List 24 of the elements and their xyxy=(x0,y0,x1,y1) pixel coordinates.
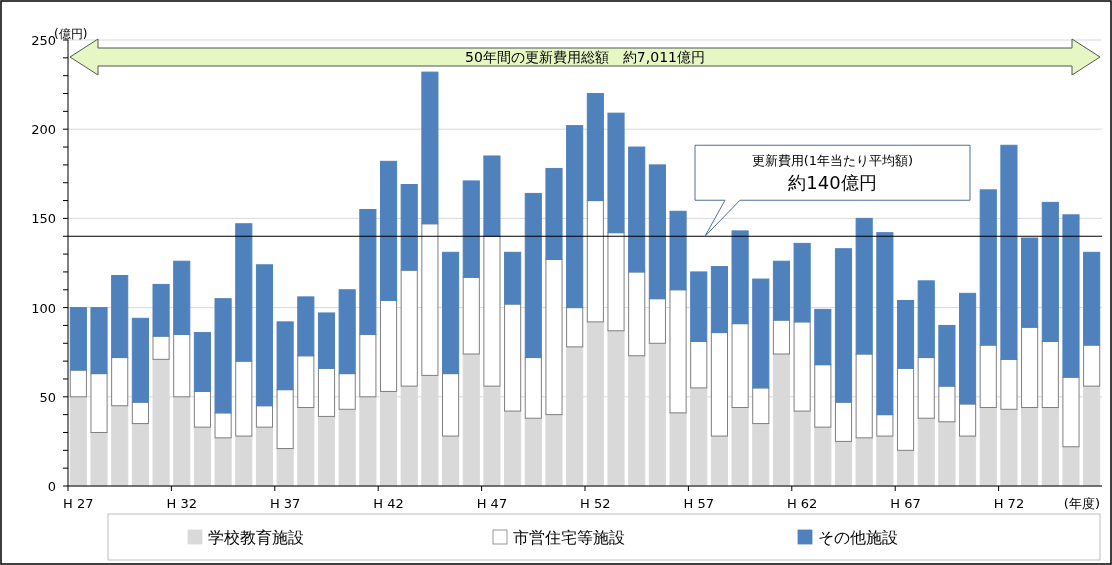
legend-label: 学校教育施設 xyxy=(208,528,304,547)
x-tick-label: H 27 xyxy=(63,496,94,511)
x-tick-label: H 32 xyxy=(166,496,197,511)
x-axis-title: (年度) xyxy=(1063,496,1100,511)
legend-label: 市営住宅等施設 xyxy=(513,528,625,547)
y-tick-label: 150 xyxy=(31,211,56,227)
y-tick-label: 250 xyxy=(31,33,56,48)
ref-line-label: 更新費用(1年当たり平均額) 約140億円 xyxy=(751,153,914,194)
x-tick-label: H 47 xyxy=(476,496,508,511)
y-tick-label: 200 xyxy=(31,122,56,138)
y-tick-label: 0 xyxy=(47,479,56,494)
y-tick-label: 50 xyxy=(39,389,56,405)
x-tick-label: H 57 xyxy=(683,496,714,511)
legend-label: その他施設 xyxy=(818,528,898,547)
y-axis-title: (億円) xyxy=(54,27,88,41)
x-tick-label: H 72 xyxy=(993,496,1025,511)
x-tick-label: H 37 xyxy=(269,496,301,511)
callout: 更新費用(1年当たり平均額) 約140億円 xyxy=(694,144,971,237)
x-tick-label: H 62 xyxy=(786,496,818,511)
x-tick-label: H 67 xyxy=(890,496,921,511)
y-tick-label: 100 xyxy=(31,300,56,316)
x-tick-label: H 52 xyxy=(580,496,611,511)
x-tick-label: H 42 xyxy=(373,496,404,511)
annotation: 50年間の更新費用総額 約7,011億円 xyxy=(465,49,705,65)
